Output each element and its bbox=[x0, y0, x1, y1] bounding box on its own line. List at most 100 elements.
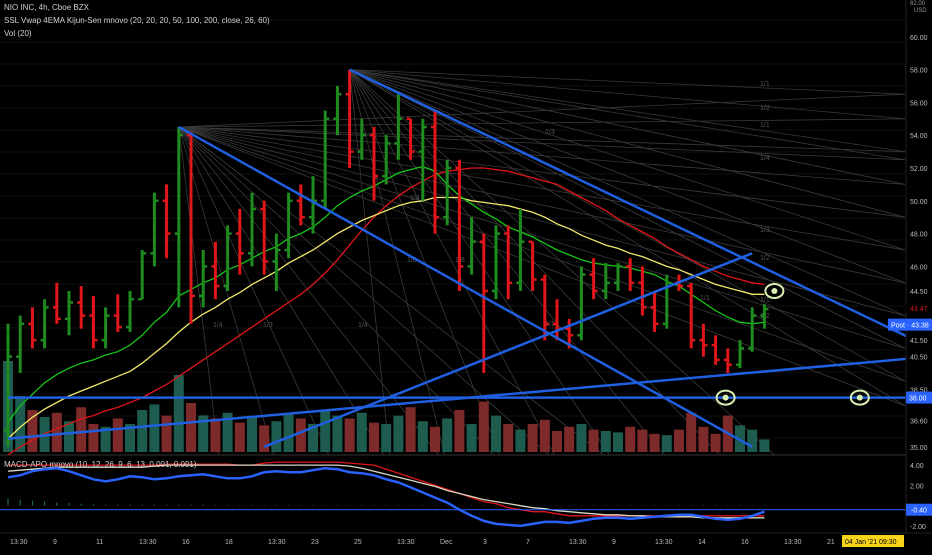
ohlc-bar[interactable] bbox=[333, 86, 342, 136]
eye-pupil bbox=[771, 288, 778, 294]
fan-ratio-label: 1/1 bbox=[760, 297, 770, 304]
volume-legend[interactable]: Vol (20) bbox=[4, 29, 32, 38]
time-tick: 11 bbox=[96, 539, 103, 546]
volume-bar bbox=[381, 424, 392, 452]
ohlc-bar[interactable] bbox=[406, 117, 415, 160]
ohlc-bar[interactable] bbox=[723, 348, 732, 373]
ohlc-bar[interactable] bbox=[418, 118, 427, 201]
ohlc-bar[interactable] bbox=[589, 258, 598, 300]
fan-line bbox=[178, 126, 906, 218]
macd-legend[interactable]: MACD-APO mnovo (10, 12, 26, 9, 6, 13, 0.… bbox=[4, 460, 197, 469]
eye-outline bbox=[715, 389, 736, 406]
fan-line bbox=[349, 69, 906, 251]
volume-bar bbox=[564, 426, 575, 452]
eye-marker-icon[interactable] bbox=[715, 389, 736, 406]
fan-line bbox=[349, 69, 906, 218]
ohlc-bar[interactable] bbox=[150, 192, 159, 267]
ohlc-bar[interactable] bbox=[65, 291, 73, 336]
ohlc-bar[interactable] bbox=[382, 135, 391, 185]
ema-yellow-line bbox=[7, 196, 765, 440]
fan-line bbox=[349, 69, 906, 382]
macd-value-label: -0.40 bbox=[911, 508, 927, 515]
ohlc-bar[interactable] bbox=[687, 282, 696, 349]
ohlc-bar[interactable] bbox=[467, 217, 476, 275]
ohlc-bar[interactable] bbox=[28, 307, 37, 349]
volume-bar bbox=[112, 418, 123, 452]
ohlc-bar[interactable] bbox=[601, 263, 610, 300]
ohlc-bar[interactable] bbox=[431, 110, 439, 234]
volume-bar bbox=[186, 403, 196, 452]
indicator-legend[interactable]: SSL Vwap 4EMA Kijun-Sen mnovo (20, 20, 2… bbox=[4, 16, 270, 25]
fan-line bbox=[349, 69, 906, 161]
fan-ratio-label: 1/1 bbox=[545, 321, 555, 328]
ohlc-bar[interactable] bbox=[736, 340, 744, 369]
fan-ratio-label: 1/4 bbox=[213, 322, 223, 329]
ohlc-bar[interactable] bbox=[223, 225, 232, 291]
ohlc-bar[interactable] bbox=[455, 159, 464, 291]
symbol-legend[interactable]: NIO INC, 4h, Cboe BZX bbox=[4, 3, 89, 12]
price-tick: 58.00 bbox=[910, 68, 928, 75]
ohlc-bar[interactable] bbox=[711, 335, 720, 365]
ohlc-bar[interactable] bbox=[760, 304, 769, 329]
ohlc-bar[interactable] bbox=[540, 274, 549, 341]
ohlc-bar[interactable] bbox=[357, 118, 366, 160]
volume-bar bbox=[51, 412, 62, 452]
ohlc-bar[interactable] bbox=[626, 258, 635, 291]
ohlc-bar[interactable] bbox=[577, 266, 586, 341]
time-tick: 16 bbox=[741, 539, 749, 546]
volume-bar bbox=[747, 429, 758, 452]
volume-bar bbox=[234, 422, 245, 452]
ohlc-bar[interactable] bbox=[284, 192, 293, 259]
eye-marker-icon[interactable] bbox=[849, 389, 870, 406]
volume-bar bbox=[283, 412, 294, 452]
ohlc-bar[interactable] bbox=[296, 184, 305, 226]
ohlc-bar[interactable] bbox=[370, 127, 378, 201]
ohlc-bar[interactable] bbox=[101, 307, 110, 349]
volume-bar bbox=[588, 429, 599, 452]
volume-bar bbox=[710, 433, 721, 452]
volume-bar bbox=[686, 412, 697, 452]
ohlc-bar[interactable] bbox=[394, 94, 403, 160]
ohlc-bar[interactable] bbox=[187, 131, 195, 324]
ohlc-bar[interactable] bbox=[4, 323, 12, 447]
ohlc-bar[interactable] bbox=[89, 295, 98, 349]
ohlc-bar[interactable] bbox=[113, 294, 122, 332]
ohlc-bar[interactable] bbox=[260, 200, 269, 275]
ohlc-bar[interactable] bbox=[443, 159, 452, 226]
ohlc-bar[interactable] bbox=[235, 209, 244, 275]
ohlc-bar[interactable] bbox=[748, 307, 757, 352]
ohlc-bar[interactable] bbox=[614, 263, 622, 291]
ohlc-bar[interactable] bbox=[638, 266, 647, 316]
ohlc-bar[interactable] bbox=[174, 127, 183, 308]
ohlc-bar[interactable] bbox=[138, 250, 147, 301]
price-tick: 44.50 bbox=[910, 289, 928, 296]
ohlc-bar[interactable] bbox=[504, 225, 513, 300]
ohlc-bar[interactable] bbox=[162, 184, 171, 259]
ohlc-bar[interactable] bbox=[345, 69, 354, 168]
ohlc-bar[interactable] bbox=[699, 323, 708, 357]
ohlc-bar[interactable] bbox=[52, 282, 61, 324]
fan-ratio-label: 1/3 bbox=[263, 322, 273, 329]
ohlc-bar[interactable] bbox=[516, 209, 525, 291]
ohlc-bar[interactable] bbox=[321, 110, 330, 209]
ohlc-bar[interactable] bbox=[650, 291, 659, 332]
volume-bar bbox=[15, 396, 26, 452]
ohlc-bar[interactable] bbox=[492, 225, 500, 300]
eye-marker-icon[interactable] bbox=[764, 283, 785, 299]
ohlc-bar[interactable] bbox=[479, 233, 488, 373]
ohlc-bar[interactable] bbox=[16, 315, 25, 373]
volume-bar bbox=[613, 432, 623, 452]
ohlc-bar[interactable] bbox=[272, 233, 281, 291]
ohlc-bar[interactable] bbox=[77, 286, 86, 329]
ohlc-bar[interactable] bbox=[211, 241, 220, 300]
ohlc-bar[interactable] bbox=[40, 299, 49, 349]
ohlc-bar[interactable] bbox=[528, 240, 537, 291]
ohlc-bar[interactable] bbox=[126, 291, 134, 332]
ohlc-bar[interactable] bbox=[199, 250, 208, 308]
ohlc-bar[interactable] bbox=[662, 274, 671, 329]
price-tick: 52.00 bbox=[910, 166, 928, 173]
volume-bar bbox=[271, 421, 282, 452]
ohlc-bar[interactable] bbox=[248, 192, 256, 267]
